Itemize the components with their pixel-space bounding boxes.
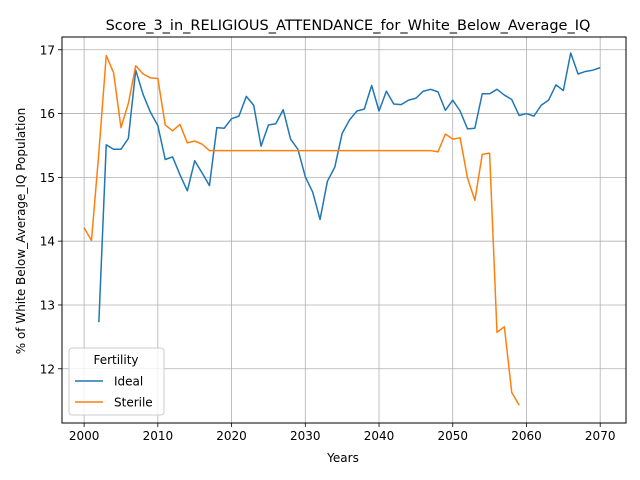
x-axis-ticks: 2000 2010 2020 2030 2040 2050 2060 2070 [69, 423, 616, 443]
x-tick-label: 2030 [290, 429, 321, 443]
x-tick-label: 2070 [585, 429, 616, 443]
legend-label-sterile: Sterile [114, 396, 153, 410]
y-tick-label: 17 [40, 43, 55, 57]
series-line-ideal [98, 52, 601, 323]
x-tick-label: 2000 [69, 429, 100, 443]
x-tick-label: 2010 [143, 429, 174, 443]
y-tick-label: 14 [40, 235, 55, 249]
x-tick-label: 2050 [437, 429, 468, 443]
y-axis-ticks: 12 13 14 15 16 17 [40, 43, 62, 376]
x-tick-label: 2060 [511, 429, 542, 443]
legend-box [68, 347, 165, 416]
y-tick-label: 13 [40, 298, 55, 312]
y-tick-label: 16 [40, 107, 55, 121]
x-tick-label: 2040 [364, 429, 395, 443]
plot-frame [61, 36, 627, 424]
series-lines [83, 52, 601, 406]
x-tick-label: 2020 [216, 429, 247, 443]
y-tick-label: 15 [40, 171, 55, 185]
x-axis-label: Years [326, 451, 359, 465]
chart-title: Score_3_in_RELIGIOUS_ATTENDANCE_for_Whit… [106, 18, 591, 34]
legend-label-ideal: Ideal [114, 375, 143, 389]
legend-title: Fertility [93, 353, 138, 367]
y-tick-label: 12 [40, 362, 55, 376]
legend: Fertility Ideal Sterile [68, 347, 165, 416]
series-line-sterile [83, 54, 520, 406]
y-axis-label: % of White Below_Average_IQ Population [14, 108, 28, 355]
